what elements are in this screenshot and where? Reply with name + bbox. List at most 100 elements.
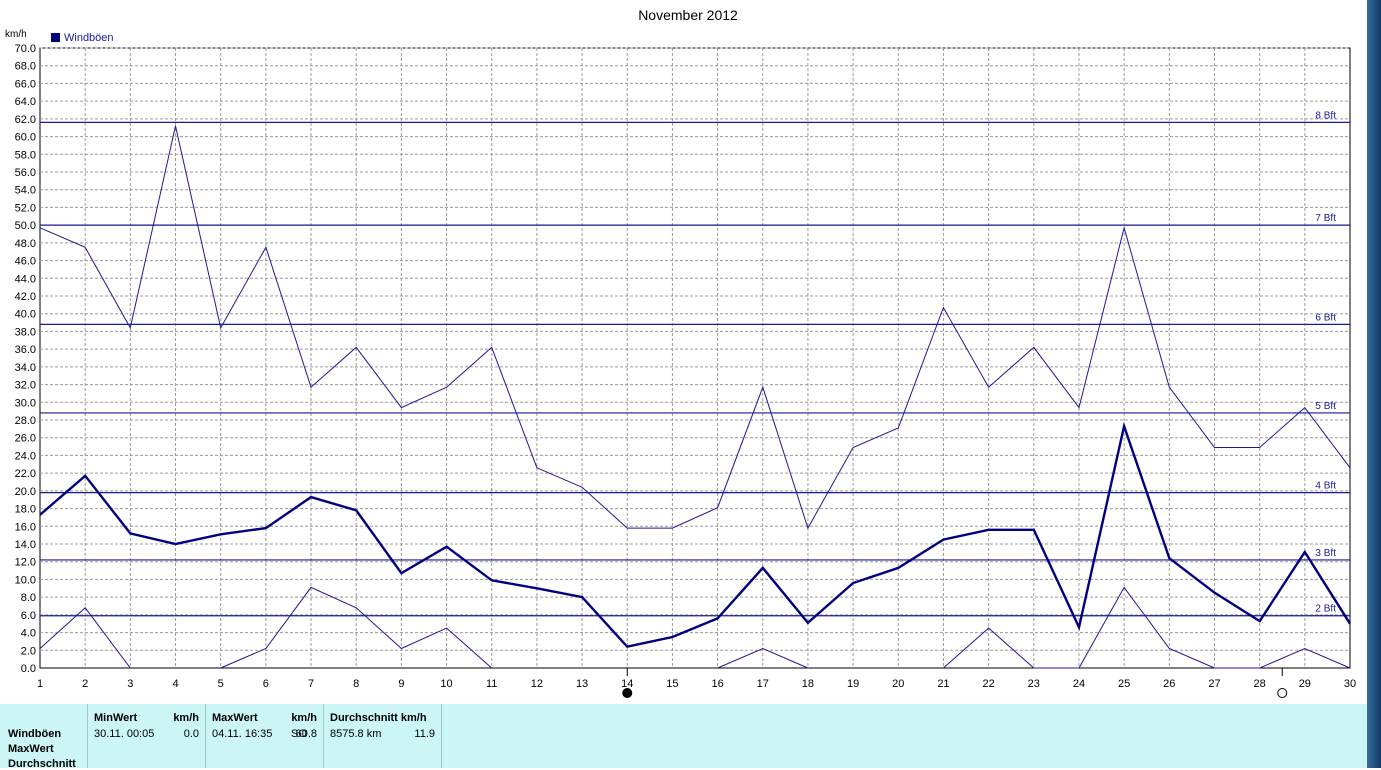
x-tick-label: 18 (802, 678, 814, 690)
y-tick-label: 14.0 (15, 539, 36, 551)
series-line-min (39, 586, 1351, 669)
y-tick-label: 46.0 (15, 256, 36, 268)
x-tick-label: 22 (982, 678, 994, 690)
full-moon-icon (1277, 688, 1288, 698)
x-tick-label: 26 (1163, 678, 1175, 690)
grid (39, 47, 1351, 669)
chart-title: November 2012 (638, 7, 738, 23)
bft-label: 3 Bft (1315, 548, 1336, 559)
y-tick-label: 28.0 (15, 415, 36, 427)
x-tick-label: 5 (218, 678, 224, 690)
y-tick-label: 12.0 (15, 557, 36, 569)
y-tick-label: 52.0 (15, 202, 36, 214)
y-tick-label: 4.0 (21, 628, 36, 640)
x-axis-ticks: 1 2 3 4 5 6 7 8 9 10 11 12 13 14 15 16 17 18 19 20 21 22 23 24 2… (37, 678, 1356, 690)
y-tick-label: 64.0 (15, 96, 36, 108)
y-tick-label: 10.0 (15, 574, 36, 586)
x-tick-label: 21 (937, 678, 949, 690)
max-unit: km/h (291, 712, 317, 724)
max-time: 04.11. 16:35 (212, 728, 273, 740)
x-tick-label: 24 (1073, 678, 1085, 690)
bft-label: 5 Bft (1315, 401, 1336, 412)
x-tick-label: 4 (172, 678, 178, 690)
x-tick-label: 29 (1299, 678, 1311, 690)
min-value: 0.0 (183, 728, 199, 740)
bft-label: 8 Bft (1315, 110, 1336, 121)
min-time: 30.11. 00:05 (94, 728, 155, 740)
x-tick-label: 11 (486, 678, 497, 690)
stats-col-min: MinWert km/h 30.11. 00:05 0.0 (88, 704, 206, 768)
min-header: MinWert (94, 712, 138, 724)
legend-swatch (51, 33, 60, 42)
y-tick-label: 56.0 (15, 167, 36, 179)
y-tick-label: 54.0 (15, 185, 36, 197)
x-tick-label: 8 (353, 678, 359, 690)
y-tick-label: 18.0 (15, 504, 36, 516)
y-tick-label: 70.0 (15, 43, 36, 55)
stats-panel: Windböen MaxWert Durchschnitt MinWert km… (0, 704, 1367, 770)
y-tick-label: 60.0 (15, 132, 36, 144)
stats-col-labels (0, 704, 88, 768)
new-moon-icon (622, 688, 633, 698)
y-tick-label: 20.0 (15, 486, 36, 498)
max-direction: SO (291, 728, 307, 740)
x-tick-label: 20 (892, 678, 904, 690)
x-tick-label: 6 (263, 678, 269, 690)
y-tick-label: 22.0 (15, 468, 36, 480)
series-line-mean (39, 421, 1352, 649)
bft-label: 7 Bft (1315, 213, 1336, 224)
legend-label: Windböen (64, 32, 114, 44)
y-tick-label: 16.0 (15, 521, 36, 533)
x-tick-label: 23 (1028, 678, 1040, 690)
bft-label: 2 Bft (1315, 604, 1336, 615)
x-tick-label: 2 (82, 678, 88, 690)
x-tick-label: 17 (757, 678, 769, 690)
moon-phase-markers (622, 668, 1288, 698)
y-tick-label: 8.0 (21, 592, 36, 604)
stats-col-avg: Durchschnitt km/h 8575.8 km 11.9 (324, 704, 442, 768)
x-tick-label: 1 (37, 678, 43, 690)
x-tick-label: 3 (127, 678, 133, 690)
y-tick-label: 2.0 (21, 645, 36, 657)
row-label-durchschnitt: Durchschnitt (8, 758, 76, 770)
y-tick-label: 38.0 (15, 326, 36, 338)
y-tick-label: 66.0 (15, 78, 36, 90)
window-edge (1367, 0, 1381, 768)
x-tick-label: 14 (621, 678, 633, 690)
x-tick-label: 7 (308, 678, 314, 690)
wind-chart: November 2012 km/h Windböen 2 Bft 3 Bft 4 … (5, 7, 1356, 698)
x-tick-label: 12 (531, 678, 543, 690)
y-axis-unit: km/h (5, 29, 27, 40)
x-tick-label: 13 (576, 678, 588, 690)
y-tick-label: 34.0 (15, 362, 36, 374)
x-tick-label: 27 (1208, 678, 1220, 690)
y-tick-label: 30.0 (15, 397, 36, 409)
x-tick-label: 9 (398, 678, 404, 690)
bft-label: 4 Bft (1315, 481, 1336, 492)
y-tick-label: 24.0 (15, 450, 36, 462)
avg-value: 11.9 (414, 728, 435, 740)
y-tick-label: 42.0 (15, 291, 36, 303)
bft-label: 6 Bft (1315, 312, 1336, 323)
y-axis-ticks: 0.0 2.0 4.0 6.0 8.0 10.0 12.0 14.0 16.0 18.0 20.0 2… (15, 43, 36, 675)
stats-col-max: MaxWert km/h 04.11. 16:35 SO 60.8 (206, 704, 324, 768)
series-lines (39, 125, 1352, 669)
x-tick-label: 30 (1344, 678, 1356, 690)
y-tick-label: 58.0 (15, 149, 36, 161)
avg-header: Durchschnitt km/h (330, 712, 427, 724)
row-label-maxwert: MaxWert (8, 743, 54, 755)
max-value: 60.8 (295, 728, 317, 740)
y-tick-label: 0.0 (21, 663, 36, 675)
y-tick-label: 32.0 (15, 380, 36, 392)
y-tick-label: 50.0 (15, 220, 36, 232)
avg-distance: 8575.8 km (330, 728, 382, 740)
max-header: MaxWert (212, 712, 258, 724)
plot-frame (39, 47, 1351, 669)
series-line-max (39, 125, 1351, 530)
y-tick-label: 62.0 (15, 114, 36, 126)
y-tick-label: 6.0 (21, 610, 36, 622)
y-tick-label: 68.0 (15, 61, 36, 73)
row-label-windboeen: Windböen (8, 728, 62, 740)
x-tick-label: 25 (1118, 678, 1130, 690)
x-tick-label: 10 (440, 678, 452, 690)
